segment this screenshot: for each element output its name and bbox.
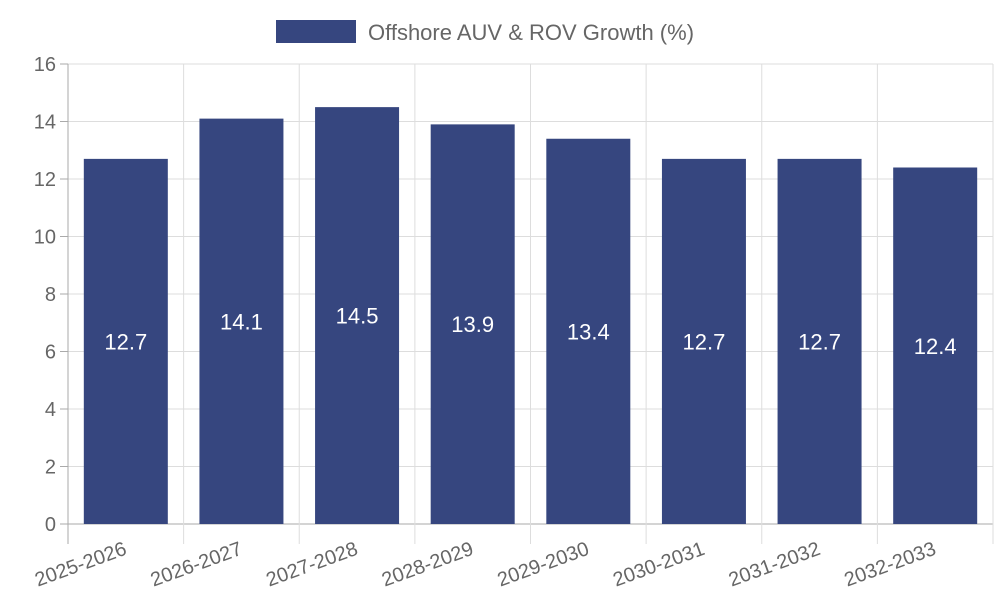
y-tick-label: 8 (45, 284, 56, 306)
y-tick-label: 12 (34, 169, 56, 191)
x-tick-label: 2030-2031 (610, 538, 707, 591)
data-label: 14.1 (220, 309, 263, 334)
data-label: 12.7 (683, 329, 726, 354)
data-label: 14.5 (336, 304, 379, 329)
data-label: 13.9 (451, 312, 494, 337)
legend-swatch (276, 20, 356, 43)
bar (777, 158, 862, 524)
y-tick-label: 10 (34, 227, 56, 249)
y-tick-label: 16 (34, 54, 56, 76)
x-tick-label: 2027-2028 (263, 538, 360, 591)
data-label: 12.7 (798, 329, 841, 354)
y-tick-label: 4 (45, 399, 56, 421)
bar (661, 158, 746, 524)
y-tick-label: 14 (34, 112, 56, 134)
bar (546, 138, 631, 524)
bars: 12.7 14.1 14.5 13.9 13.4 12.7 12.7 12.4 (83, 107, 978, 524)
x-tick-label: 2032-2033 (841, 538, 938, 591)
y-axis: 0 2 4 6 8 10 12 14 16 (34, 54, 68, 536)
legend[interactable]: Offshore AUV & ROV Growth (%) (276, 20, 694, 45)
x-tick-label: 2028-2029 (379, 538, 476, 591)
x-tick-label: 2026-2027 (148, 538, 245, 591)
bar (199, 118, 284, 524)
data-label: 12.4 (914, 334, 957, 359)
x-tick-label: 2031-2032 (726, 538, 823, 591)
x-axis: 2025-2026 2026-2027 2027-2028 2028-2029 2029… (32, 538, 939, 591)
data-label: 12.7 (104, 329, 147, 354)
y-tick-label: 0 (45, 514, 56, 536)
y-tick-label: 6 (45, 342, 56, 364)
legend-label: Offshore AUV & ROV Growth (%) (368, 20, 694, 45)
data-label: 13.4 (567, 319, 610, 344)
x-tick-label: 2025-2026 (32, 538, 129, 591)
bar (83, 158, 168, 524)
y-tick-label: 2 (45, 457, 56, 479)
bar (430, 124, 515, 524)
x-tick-label: 2029-2030 (495, 538, 592, 591)
bar (315, 107, 400, 524)
bar (893, 167, 978, 524)
